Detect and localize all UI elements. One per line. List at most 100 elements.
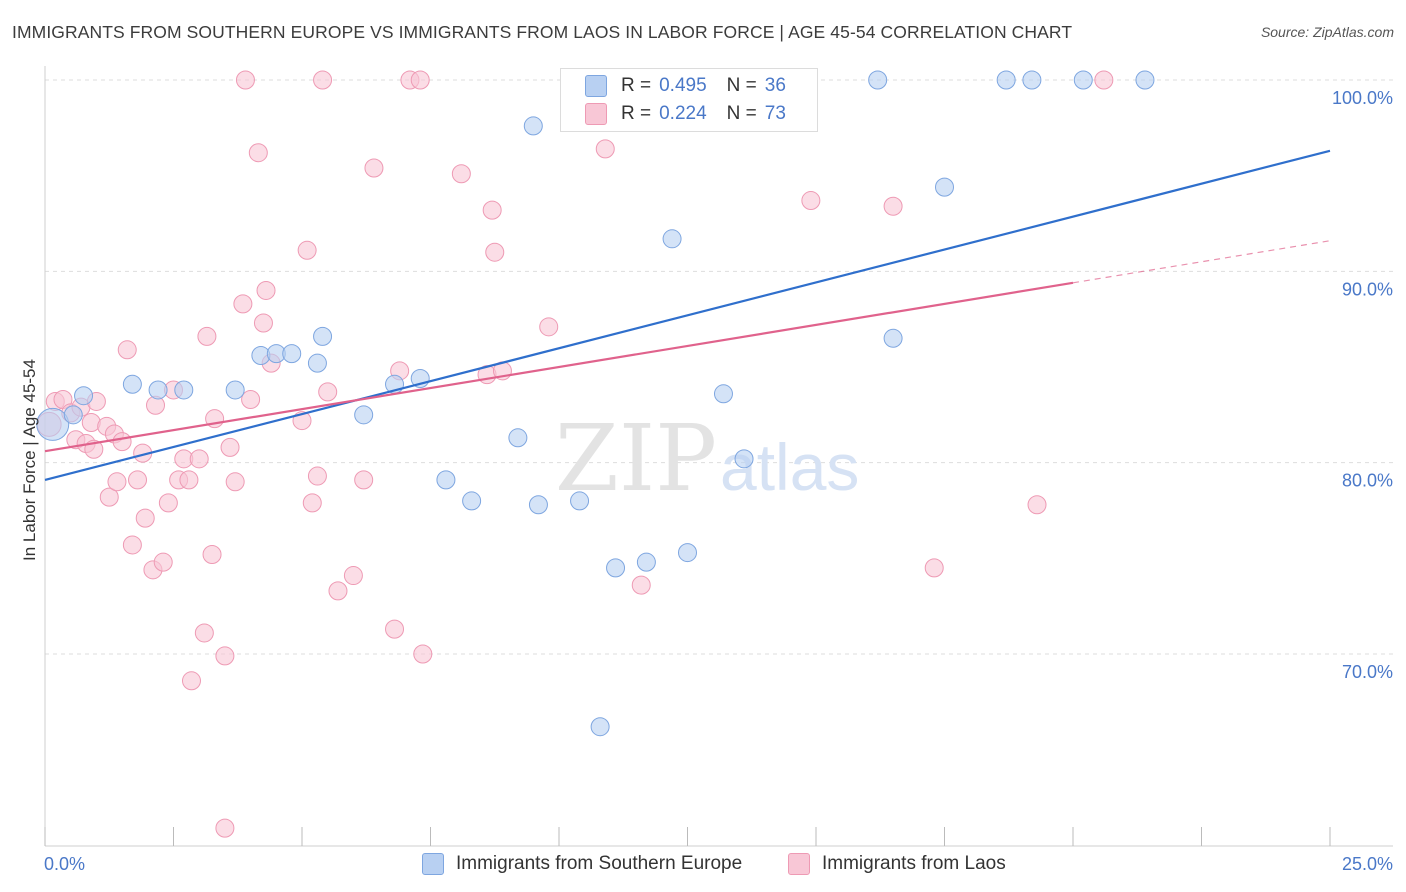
trend-lines [44, 149, 1331, 481]
data-point [595, 139, 615, 159]
data-point [883, 328, 903, 348]
trend-line-pink [44, 281, 1074, 453]
data-point [307, 353, 327, 373]
data-point [354, 405, 374, 425]
data-point [225, 380, 245, 400]
legend-swatch-pink [788, 853, 810, 875]
data-point [482, 200, 502, 220]
data-point [924, 558, 944, 578]
data-point [202, 545, 222, 565]
data-point [117, 340, 137, 360]
data-point [253, 313, 273, 333]
data-point [1094, 70, 1114, 90]
data-point [462, 491, 482, 511]
data-point [436, 470, 456, 490]
legend-r-value: 0.495 [659, 75, 707, 96]
data-point [197, 326, 217, 346]
data-point [148, 380, 168, 400]
x-tick-label-max: 25.0% [1342, 854, 1393, 874]
data-point [570, 491, 590, 511]
data-point [307, 466, 327, 486]
data-point [1027, 495, 1047, 515]
y-tick-label-80: 80.0% [1342, 471, 1393, 491]
y-tick-labels: 70.0% 80.0% 90.0% 100.0% [1332, 88, 1393, 682]
data-point [122, 535, 142, 555]
axes [44, 66, 1393, 847]
data-point [385, 619, 405, 639]
legend-r-value: 0.224 [659, 103, 707, 124]
bottom-legend-southern-europe: Immigrants from Southern Europe [422, 851, 742, 877]
data-point [256, 280, 276, 300]
data-point [158, 493, 178, 513]
legend-row-southern-europe: R = 0.495 N = 36 [585, 73, 786, 99]
data-point [181, 671, 201, 691]
data-point [631, 575, 651, 595]
data-point [153, 552, 173, 572]
legend-n-label: N = [726, 75, 757, 96]
data-point [194, 623, 214, 643]
bottom-legend-laos: Immigrants from Laos [788, 851, 1006, 877]
y-tick-label-100: 100.0% [1332, 88, 1393, 108]
data-point [297, 240, 317, 260]
data-point [801, 191, 821, 211]
legend-swatch-blue [422, 853, 444, 875]
data-point [241, 390, 261, 410]
chart-title: IMMIGRANTS FROM SOUTHERN EUROPE VS IMMIG… [12, 22, 1073, 42]
data-point [135, 508, 155, 528]
trend-line-dashed-pink [1072, 240, 1331, 284]
data-point [868, 70, 888, 90]
data-point [528, 495, 548, 515]
data-point [508, 428, 528, 448]
data-point [107, 472, 127, 492]
data-point [282, 344, 302, 364]
data-point [233, 294, 253, 314]
legend-label-southern-europe: Immigrants from Southern Europe [456, 853, 743, 874]
data-point [189, 449, 209, 469]
data-point [410, 70, 430, 90]
data-point [935, 177, 954, 197]
y-tick-label-70: 70.0% [1342, 662, 1393, 682]
legend-r-label: R = [621, 75, 652, 96]
legend-n-value: 36 [764, 75, 786, 96]
data-point [523, 116, 543, 136]
data-point [883, 196, 903, 216]
data-point [636, 552, 656, 572]
data-point [485, 242, 505, 262]
data-point [302, 493, 322, 513]
data-point [328, 581, 348, 601]
data-point [1073, 70, 1093, 90]
stats-legend: R = 0.495 N = 36 R = 0.224 N = 73 [560, 68, 818, 132]
legend-n-value: 73 [764, 103, 786, 124]
data-point [318, 382, 338, 402]
data-point [364, 158, 384, 178]
data-point [235, 70, 255, 90]
series-southern-europe-points [36, 70, 1155, 737]
data-point [248, 143, 268, 163]
legend-swatch-blue [585, 75, 607, 97]
data-point [354, 470, 374, 490]
legend-n-label: N = [726, 103, 757, 124]
data-point [36, 407, 70, 441]
legend-r-label: R = [621, 103, 652, 124]
data-point [179, 470, 199, 490]
legend-swatch-pink [585, 103, 607, 125]
series-laos-points [36, 70, 1114, 838]
trend-line-blue [44, 149, 1331, 481]
data-point [734, 449, 754, 469]
data-point [662, 229, 682, 249]
data-point [128, 470, 148, 490]
data-point [343, 566, 363, 586]
data-point [996, 70, 1016, 90]
data-point [451, 164, 471, 184]
data-point [590, 717, 610, 737]
data-point [215, 646, 235, 666]
grid [45, 79, 1393, 655]
data-point [63, 405, 83, 425]
data-point [99, 487, 119, 507]
data-point [678, 543, 697, 563]
data-point [413, 644, 433, 664]
legend-row-laos: R = 0.224 N = 73 [585, 101, 786, 127]
data-point [74, 386, 94, 406]
y-axis-label: In Labor Force | Age 45-54 [20, 359, 39, 561]
